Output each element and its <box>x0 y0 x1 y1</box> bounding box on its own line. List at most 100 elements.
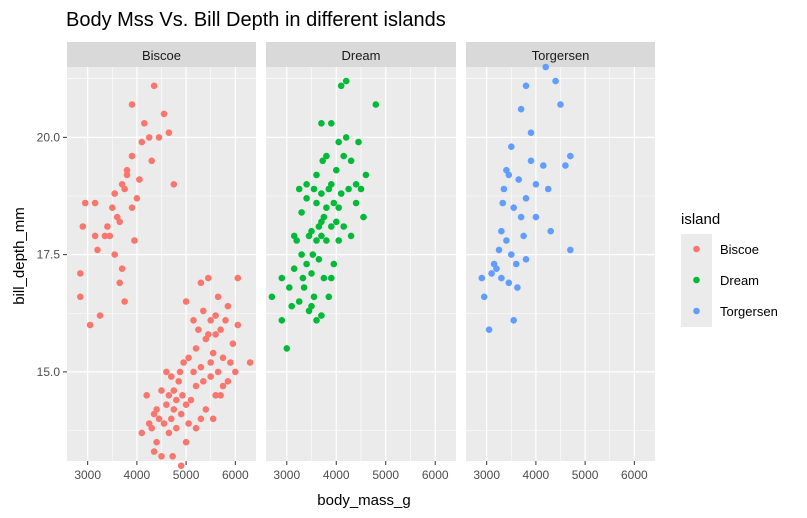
data-point <box>190 317 197 324</box>
data-point <box>234 321 242 329</box>
data-point <box>342 134 350 141</box>
data-point <box>163 401 170 409</box>
data-point <box>168 415 175 423</box>
x-tick-label: 5000 <box>173 468 200 482</box>
data-point <box>143 392 150 399</box>
legend-label: Torgersen <box>720 304 778 319</box>
legend-item-dream: Dream <box>681 265 759 296</box>
data-point <box>177 410 185 418</box>
data-point <box>522 195 530 202</box>
data-point <box>527 157 535 165</box>
facet-panel-biscoe: Biscoe <box>67 42 256 470</box>
data-point <box>86 321 94 329</box>
data-point <box>148 157 155 165</box>
data-point <box>109 204 116 211</box>
data-point <box>227 359 234 366</box>
data-point <box>283 345 291 352</box>
data-point <box>300 284 308 291</box>
data-point <box>308 227 315 235</box>
data-point <box>165 392 173 399</box>
data-point <box>219 354 227 362</box>
facet-panel-torgersen: Torgersen <box>466 42 655 461</box>
data-point <box>185 420 192 427</box>
data-point <box>303 181 310 188</box>
data-point <box>505 279 513 287</box>
data-point <box>232 368 239 376</box>
data-point <box>136 176 143 183</box>
legend-marker <box>693 307 700 315</box>
data-point <box>309 251 317 258</box>
data-point <box>177 462 185 470</box>
x-tick-label: 3000 <box>473 468 500 482</box>
data-point <box>160 420 168 427</box>
data-point <box>562 162 569 169</box>
data-point <box>323 237 330 244</box>
data-point <box>158 387 165 394</box>
legend-marker <box>693 245 700 253</box>
data-point <box>165 429 173 437</box>
data-point <box>212 392 219 399</box>
data-point <box>303 195 310 202</box>
data-point <box>79 223 87 230</box>
data-point <box>123 166 131 174</box>
data-point <box>160 110 168 118</box>
facet-strip <box>466 42 655 67</box>
data-point <box>278 317 286 324</box>
data-point <box>335 138 343 146</box>
data-point <box>217 326 224 334</box>
data-point <box>131 237 138 244</box>
data-point <box>175 378 182 385</box>
data-point <box>333 218 340 226</box>
data-point <box>337 190 345 197</box>
data-point <box>106 232 114 240</box>
x-tick-label: 4000 <box>323 468 350 482</box>
y-tick-label: 15.0 <box>37 365 61 379</box>
data-point <box>485 326 493 334</box>
data-point <box>299 274 307 282</box>
x-tick-label: 4000 <box>124 468 151 482</box>
data-point <box>195 326 202 334</box>
data-point <box>222 317 229 324</box>
data-point <box>295 185 303 193</box>
data-point <box>219 382 227 390</box>
data-point <box>290 232 298 240</box>
data-point <box>503 237 510 244</box>
legend-label: Dream <box>720 273 759 288</box>
data-point <box>515 176 522 183</box>
x-tick-label: 4000 <box>523 468 550 482</box>
data-point <box>197 279 205 287</box>
legend-title: island <box>681 211 720 228</box>
data-point <box>552 77 559 85</box>
data-point <box>323 152 330 160</box>
facet-strip-label: Torgersen <box>532 48 590 63</box>
data-point <box>173 396 180 404</box>
x-tick-label: 6000 <box>222 468 249 482</box>
y-tick-label: 17.5 <box>37 248 61 262</box>
legend-marker <box>693 276 700 284</box>
data-point <box>200 307 207 315</box>
data-point <box>318 218 325 226</box>
x-axis-title: body_mass_g <box>317 492 410 509</box>
data-point <box>517 105 525 113</box>
data-point <box>224 378 232 385</box>
data-point <box>153 406 160 413</box>
data-point <box>532 213 540 221</box>
data-point <box>155 415 163 423</box>
data-point <box>318 232 325 240</box>
data-point <box>290 265 298 273</box>
data-point <box>347 157 355 165</box>
data-point <box>510 204 517 211</box>
data-point <box>517 213 525 221</box>
data-point <box>91 199 99 207</box>
facet-panels: Biscoe Dream Torgersen <box>67 42 655 470</box>
data-point <box>104 223 111 230</box>
data-point <box>209 415 217 423</box>
legend-item-torgersen: Torgersen <box>681 296 778 327</box>
data-point <box>313 199 320 207</box>
data-point <box>333 166 340 174</box>
x-tick-label: 5000 <box>372 468 399 482</box>
data-point <box>101 232 109 240</box>
data-point <box>182 401 190 409</box>
data-point <box>168 373 175 380</box>
data-point <box>500 185 508 193</box>
